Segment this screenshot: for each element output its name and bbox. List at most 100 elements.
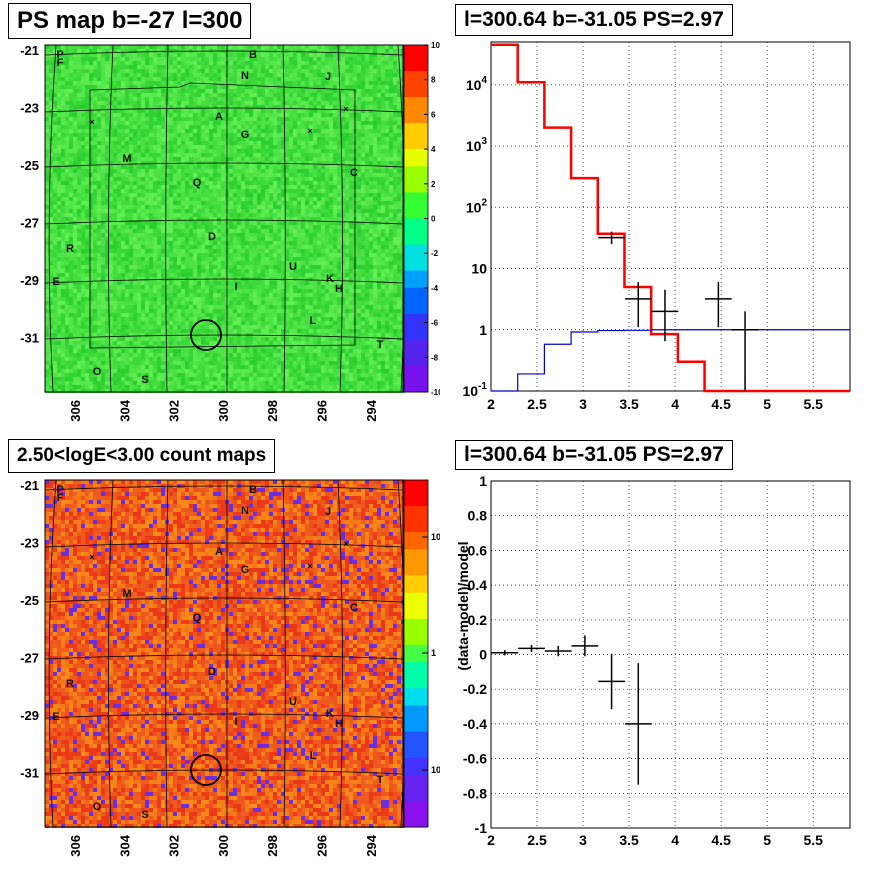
map-pixel	[357, 149, 361, 153]
map-pixel	[277, 257, 281, 261]
map-pixel	[233, 141, 237, 145]
map-pixel	[373, 261, 377, 265]
map-pixel	[121, 69, 125, 73]
map-pixel	[57, 65, 61, 69]
map-pixel	[113, 145, 117, 149]
map-pixel	[161, 229, 165, 233]
map-pixel	[185, 81, 189, 85]
map-pixel	[125, 249, 129, 253]
map-pixel	[49, 125, 53, 129]
map-pixel	[217, 209, 221, 213]
map-pixel	[157, 89, 161, 93]
map-pixel	[77, 257, 81, 261]
map-pixel	[361, 181, 365, 185]
map-pixel	[109, 253, 113, 257]
map-pixel	[81, 97, 85, 101]
map-pixel	[277, 185, 281, 189]
map-pixel	[117, 65, 121, 69]
map-pixel	[321, 241, 325, 245]
map-pixel	[129, 61, 133, 65]
map-pixel	[361, 185, 365, 189]
map-pixel	[145, 149, 149, 153]
map-pixel	[237, 201, 241, 205]
map-pixel	[73, 217, 77, 221]
map-pixel	[93, 157, 97, 161]
map-pixel	[57, 125, 61, 129]
map-pixel	[341, 133, 345, 137]
map-pixel	[149, 221, 153, 225]
map-pixel	[365, 249, 369, 253]
map-pixel	[297, 213, 301, 217]
map-pixel	[77, 225, 81, 229]
map-pixel	[393, 133, 397, 137]
map-pixel	[305, 77, 309, 81]
map-pixel	[333, 257, 337, 261]
map-pixel	[393, 85, 397, 89]
map-pixel	[269, 69, 273, 73]
map-pixel	[397, 185, 401, 189]
map-pixel	[389, 141, 393, 145]
map-pixel	[317, 249, 321, 253]
map-pixel	[193, 137, 197, 141]
map-pixel	[209, 125, 213, 129]
map-pixel	[345, 185, 349, 189]
map-pixel	[181, 125, 185, 129]
map-pixel	[177, 129, 181, 133]
map-pixel	[177, 81, 181, 85]
map-pixel	[133, 257, 137, 261]
map-pixel	[117, 261, 121, 265]
map-pixel	[185, 181, 189, 185]
map-pixel	[313, 81, 317, 85]
map-pixel	[229, 45, 233, 49]
map-pixel	[253, 125, 257, 129]
map-pixel	[357, 161, 361, 165]
map-pixel	[389, 125, 393, 129]
map-pixel	[253, 189, 257, 193]
map-pixel	[97, 61, 101, 65]
map-pixel	[113, 77, 117, 81]
map-pixel	[93, 237, 97, 241]
map-pixel	[213, 81, 217, 85]
map-pixel	[321, 141, 325, 145]
map-pixel	[245, 125, 249, 129]
map-pixel	[213, 129, 217, 133]
map-pixel	[153, 113, 157, 117]
map-pixel	[129, 113, 133, 117]
map-pixel	[233, 197, 237, 201]
map-pixel	[305, 245, 309, 249]
map-pixel	[313, 89, 317, 93]
map-pixel	[313, 53, 317, 57]
map-pixel	[57, 265, 61, 269]
map-pixel	[73, 161, 77, 165]
map-pixel	[217, 221, 221, 225]
map-pixel	[53, 137, 57, 141]
map-pixel	[69, 185, 73, 189]
map-pixel	[153, 89, 157, 93]
map-pixel	[233, 181, 237, 185]
map-pixel	[245, 145, 249, 149]
map-pixel	[153, 81, 157, 85]
map-pixel	[397, 45, 401, 49]
map-pixel	[329, 61, 333, 65]
map-pixel	[373, 137, 377, 141]
map-pixel	[89, 233, 93, 237]
map-pixel	[317, 261, 321, 265]
map-pixel	[173, 133, 177, 137]
map-pixel	[285, 245, 289, 249]
map-pixel	[177, 197, 181, 201]
map-pixel	[121, 181, 125, 185]
map-pixel	[281, 73, 285, 77]
map-pixel	[257, 233, 261, 237]
map-pixel	[337, 169, 341, 173]
map-pixel	[293, 69, 297, 73]
map-pixel	[69, 149, 73, 153]
map-pixel	[261, 205, 265, 209]
map-pixel	[113, 169, 117, 173]
map-pixel	[305, 125, 309, 129]
map-pixel	[349, 257, 353, 261]
map-pixel	[273, 125, 277, 129]
map-pixel	[245, 185, 249, 189]
map-pixel	[221, 213, 225, 217]
map-pixel	[165, 193, 169, 197]
map-pixel	[293, 165, 297, 169]
